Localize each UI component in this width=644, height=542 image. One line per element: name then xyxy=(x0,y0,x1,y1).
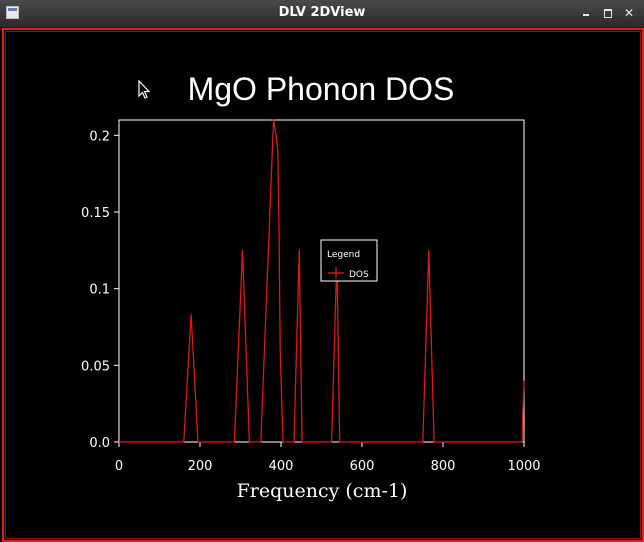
legend-entry-label: DOS xyxy=(349,270,369,280)
x-tick-label: 400 xyxy=(269,459,294,474)
app-window-icon[interactable] xyxy=(6,6,19,19)
y-tick-label: 0.05 xyxy=(81,359,110,374)
maximize-icon[interactable] xyxy=(601,6,615,20)
title-bar[interactable]: DLV 2DView ✕ xyxy=(0,0,644,28)
dos-series-line xyxy=(119,119,525,443)
plot-canvas-area[interactable] xyxy=(2,28,644,542)
mouse-pointer-icon xyxy=(138,80,151,99)
chart-title: MgO Phonon DOS xyxy=(188,71,455,107)
x-tick-label: 200 xyxy=(188,459,213,474)
x-tick-label: 600 xyxy=(350,459,375,474)
y-tick-label: 0.2 xyxy=(89,129,110,144)
plot-canvas-border xyxy=(5,31,641,539)
x-tick-label: 800 xyxy=(431,459,456,474)
x-tick-label: 0 xyxy=(115,459,123,474)
legend-box[interactable] xyxy=(320,239,378,282)
window-title: DLV 2DView xyxy=(278,5,366,20)
legend-title: Legend xyxy=(327,250,360,260)
y-tick-label: 0.0 xyxy=(89,436,110,451)
close-icon[interactable]: ✕ xyxy=(623,6,635,20)
minimize-icon[interactable] xyxy=(579,6,593,20)
x-tick-label: 1000 xyxy=(507,459,540,474)
y-tick-label: 0.15 xyxy=(81,206,110,221)
x-axis-label: Frequency (cm-1) xyxy=(237,480,408,502)
y-tick-label: 0.1 xyxy=(89,283,110,298)
